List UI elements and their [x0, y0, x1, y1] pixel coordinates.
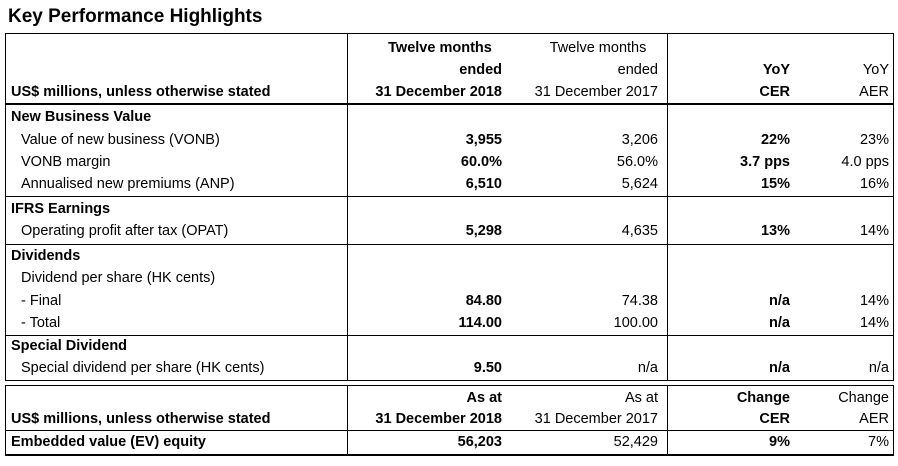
value-2018: 6,510	[465, 176, 502, 192]
header2-2017-line2: 31 December 2017	[534, 411, 658, 427]
value-2018: 9.50	[473, 360, 502, 376]
header2-aer-line2: AER	[859, 411, 889, 427]
header-aer-line1: YoY	[862, 62, 889, 78]
header2-cer-line2: CER	[759, 411, 790, 427]
rule-div-bottom	[5, 335, 894, 336]
value-cer: n/a	[769, 315, 790, 331]
value-2017: 74.38	[621, 293, 658, 309]
value-2018: 114.00	[458, 315, 502, 331]
row-label: VONB margin	[21, 154, 111, 170]
value-2017: 4,635	[621, 223, 658, 239]
header-cer-line1: YoY	[762, 62, 790, 78]
vrule-after-label-lower	[347, 385, 348, 456]
dividend-sublabel: Dividend per share (HK cents)	[21, 270, 216, 286]
section-heading-dividends: Dividends	[11, 248, 81, 264]
vrule-right	[893, 33, 894, 381]
vrule-left-lower	[5, 385, 6, 456]
value-cer: 15%	[760, 176, 790, 192]
vrule-after-label	[347, 33, 348, 381]
header2-aer-line1: Change	[838, 390, 889, 406]
header2-cer-line1: Change	[736, 390, 790, 406]
header2-2018-line1: As at	[466, 390, 502, 406]
rule-special-bottom	[5, 380, 894, 381]
page-title: Key Performance Highlights	[8, 6, 263, 27]
value-cer: 13%	[760, 223, 790, 239]
header-label: US$ millions, unless otherwise stated	[11, 84, 271, 100]
vrule-right-lower	[893, 385, 894, 456]
ev-value-2018: 56,203	[457, 434, 502, 450]
value-2017: n/a	[637, 360, 658, 376]
row-label: Operating profit after tax (OPAT)	[21, 223, 229, 239]
value-aer: 23%	[859, 132, 889, 148]
rule-header-bottom	[5, 103, 894, 105]
row-label: Value of new business (VONB)	[21, 132, 220, 148]
value-2017: 5,624	[621, 176, 658, 192]
ev-value-2017: 52,429	[613, 434, 658, 450]
value-aer: 4.0 pps	[841, 154, 889, 170]
rule-gap-top	[5, 385, 894, 386]
section-heading-nbv: New Business Value	[11, 109, 152, 125]
row-label: - Total	[21, 315, 61, 331]
value-aer: 14%	[859, 293, 889, 309]
value-2018: 60.0%	[460, 154, 502, 170]
value-cer: n/a	[769, 293, 790, 309]
value-cer: 22%	[760, 132, 790, 148]
header-2017-line2: ended	[617, 62, 658, 78]
value-2018: 5,298	[465, 223, 502, 239]
ev-label: Embedded value (EV) equity	[11, 434, 206, 450]
header2-label: US$ millions, unless otherwise stated	[11, 411, 271, 427]
vrule-left	[5, 33, 6, 381]
header-2018-line3: 31 December 2018	[375, 84, 502, 100]
value-2018: 84.80	[465, 293, 502, 309]
ev-value-cer: 9%	[769, 434, 790, 450]
section-heading-ifrs: IFRS Earnings	[11, 201, 111, 217]
ev-value-aer: 7%	[868, 434, 889, 450]
header-cer-line2: CER	[759, 84, 790, 100]
header-2017-line3: 31 December 2017	[534, 84, 658, 100]
value-2017: 56.0%	[616, 154, 658, 170]
rule-ifrs-bottom	[5, 244, 894, 245]
header2-2017-line1: As at	[624, 390, 658, 406]
vrule-after-2017	[667, 33, 668, 381]
row-label: - Final	[21, 293, 62, 309]
rule-bottom	[5, 454, 894, 456]
value-2018: 3,955	[465, 132, 502, 148]
value-aer: 14%	[859, 315, 889, 331]
header-2018-line1: Twelve months	[388, 40, 492, 56]
header-2017-line1: Twelve months	[549, 40, 647, 56]
rule-header2-bottom	[5, 430, 894, 431]
value-cer: 3.7 pps	[740, 154, 790, 170]
row-label: Special dividend per share (HK cents)	[21, 360, 265, 376]
row-label: Annualised new premiums (ANP)	[21, 176, 235, 192]
header-aer-line2: AER	[859, 84, 889, 100]
value-aer: n/a	[868, 360, 889, 376]
value-cer: n/a	[769, 360, 790, 376]
value-2017: 3,206	[621, 132, 658, 148]
header2-2018-line2: 31 December 2018	[375, 411, 502, 427]
value-aer: 16%	[859, 176, 889, 192]
rule-nbv-bottom	[5, 196, 894, 197]
header-2018-line2: ended	[459, 62, 502, 78]
section-heading-special: Special Dividend	[11, 338, 128, 354]
value-2017: 100.00	[613, 315, 658, 331]
rule-top	[5, 33, 894, 34]
value-aer: 14%	[859, 223, 889, 239]
vrule-after-2017-lower	[667, 385, 668, 456]
